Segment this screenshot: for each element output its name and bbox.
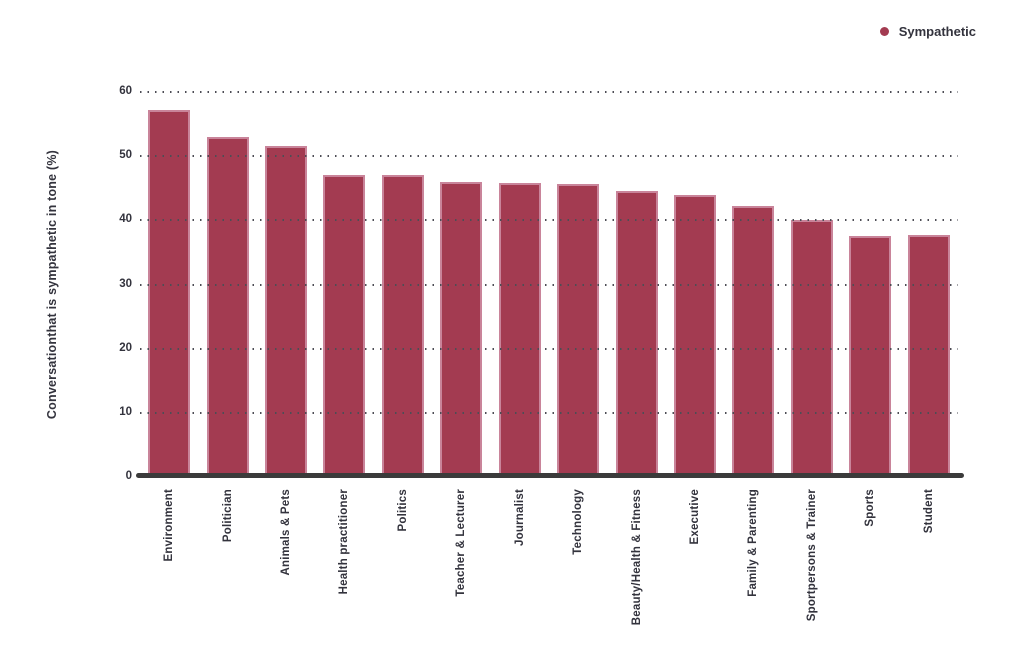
bar-family-parenting[interactable] bbox=[732, 206, 775, 477]
bar-politician[interactable] bbox=[206, 136, 249, 477]
y-axis-tick-label-20: 20 bbox=[119, 341, 132, 354]
bar-slot-politician bbox=[198, 92, 256, 477]
y-axis-tick-label-40: 40 bbox=[119, 213, 132, 226]
x-axis-label-executive: Executive bbox=[689, 489, 701, 545]
bar-slot-health-practitioner bbox=[315, 92, 373, 477]
y-axis-tick-label-30: 30 bbox=[119, 277, 132, 290]
x-axis-label-environment: Environment bbox=[163, 489, 176, 562]
x-axis-label-cell-politician: Politician bbox=[198, 489, 256, 661]
bar-slot-animals-pets bbox=[257, 92, 315, 477]
bar-beauty-health-fitness[interactable] bbox=[615, 191, 658, 477]
bar-slot-executive bbox=[666, 92, 724, 477]
bar-slot-politics bbox=[374, 92, 432, 477]
bar-technology[interactable] bbox=[557, 184, 600, 477]
bar-student[interactable] bbox=[907, 235, 950, 477]
bar-slot-teacher-lecturer bbox=[432, 92, 490, 477]
x-axis-label-cell-health-practitioner: Health practitioner bbox=[315, 489, 373, 661]
bar-sportpersons-trainer[interactable] bbox=[790, 220, 833, 477]
x-axis-label-sportpersons-trainer: Sportpersons & Trainer bbox=[805, 489, 818, 622]
x-axis-label-cell-executive: Executive bbox=[666, 489, 724, 661]
x-axis-label-animals-pets: Animals & Pets bbox=[280, 489, 293, 576]
bar-environment[interactable] bbox=[148, 109, 191, 477]
bar-animals-pets[interactable] bbox=[265, 145, 308, 477]
x-axis-label-teacher-lecturer: Teacher & Lecturer bbox=[455, 489, 468, 597]
x-axis-label-cell-sportpersons-trainer: Sportpersons & Trainer bbox=[783, 489, 841, 661]
bar-slot-sports bbox=[841, 92, 899, 477]
x-axis-label-technology: Technology bbox=[572, 489, 585, 555]
x-axis-labels: Environment Politician Animals & Pets Healt… bbox=[140, 489, 958, 661]
x-axis-label-cell-beauty-health-fitness: Beauty/Health & Fitness bbox=[607, 489, 665, 661]
y-axis-title-box: Conversationthat is sympathetic in tone … bbox=[40, 92, 64, 477]
plot-area bbox=[140, 91, 958, 477]
bar-series bbox=[140, 92, 958, 477]
x-axis-line bbox=[136, 473, 964, 478]
y-axis-tick-label-60: 60 bbox=[119, 85, 132, 97]
y-axis-tick-label-0: 0 bbox=[125, 470, 132, 482]
x-axis-label-sports: Sports bbox=[864, 489, 877, 527]
y-axis-tick-label-10: 10 bbox=[119, 405, 132, 418]
x-axis-label-politics: Politics bbox=[396, 489, 409, 532]
y-axis-title: Conversationthat is sympathetic in tone … bbox=[45, 149, 59, 420]
x-axis-label-family-parenting: Family & Parenting bbox=[747, 489, 760, 597]
x-axis-label-politician: Politician bbox=[221, 489, 234, 543]
bar-slot-beauty-health-fitness bbox=[607, 92, 665, 477]
bar-slot-sportpersons-trainer bbox=[783, 92, 841, 477]
x-axis-label-cell-technology: Technology bbox=[549, 489, 607, 661]
x-axis-label-health-practitioner: Health practitioner bbox=[338, 489, 351, 595]
x-axis-label-journalist: Journalist bbox=[513, 489, 526, 546]
bar-slot-technology bbox=[549, 92, 607, 477]
x-axis-label-cell-sports: Sports bbox=[841, 489, 899, 661]
bar-health-practitioner[interactable] bbox=[323, 175, 366, 477]
x-axis-label-cell-family-parenting: Family & Parenting bbox=[724, 489, 782, 661]
bar-slot-journalist bbox=[491, 92, 549, 477]
x-axis-label-beauty-health-fitness: Beauty/Health & Fitness bbox=[630, 489, 643, 626]
x-axis-label-cell-student: Student bbox=[899, 489, 957, 661]
bar-slot-environment bbox=[140, 92, 198, 477]
x-axis-label-cell-journalist: Journalist bbox=[491, 489, 549, 661]
legend-label: Sympathetic bbox=[898, 24, 976, 39]
bar-teacher-lecturer[interactable] bbox=[440, 182, 483, 477]
bar-politics[interactable] bbox=[381, 175, 424, 477]
x-axis-label-cell-teacher-lecturer: Teacher & Lecturer bbox=[432, 489, 490, 661]
x-axis-label-cell-politics: Politics bbox=[374, 489, 432, 661]
x-axis-label-student: Student bbox=[922, 489, 935, 534]
chart-legend[interactable]: Sympathetic bbox=[879, 24, 976, 39]
bar-journalist[interactable] bbox=[498, 183, 541, 477]
bar-slot-student bbox=[899, 92, 957, 477]
x-axis-label-cell-environment: Environment bbox=[140, 489, 198, 661]
bar-sports[interactable] bbox=[849, 235, 892, 477]
bar-slot-family-parenting bbox=[724, 92, 782, 477]
legend-dot-icon bbox=[879, 27, 889, 36]
y-axis-tick-label-50: 50 bbox=[119, 149, 132, 162]
bar-executive[interactable] bbox=[674, 195, 716, 477]
x-axis-label-cell-animals-pets: Animals & Pets bbox=[257, 489, 315, 661]
